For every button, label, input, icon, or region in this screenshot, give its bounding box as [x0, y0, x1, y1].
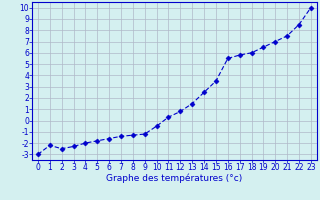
X-axis label: Graphe des températures (°c): Graphe des températures (°c) — [106, 173, 243, 183]
